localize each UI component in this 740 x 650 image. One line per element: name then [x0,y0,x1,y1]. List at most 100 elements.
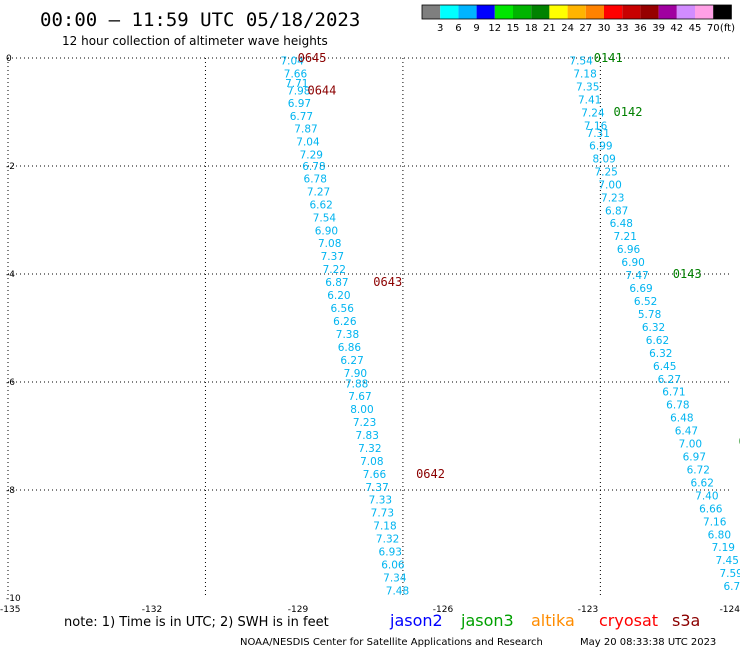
y-tick-label: -2 [6,162,15,172]
wave-height-point: 6.99 [589,140,612,152]
pass-time-label: 0644 [307,83,336,97]
wave-height-point: 7.35 [576,82,599,94]
scale-swatch [494,5,513,19]
wave-height-point: 7.41 [578,95,601,107]
pass-annotations: 064506440643064201410142014301440145 [298,51,740,481]
scale-tick-label: 27 [579,23,592,34]
wave-height-point: 7.23 [601,192,624,204]
wave-height-point: 8.00 [350,404,373,416]
wave-height-point: 6.96 [617,244,641,256]
wave-height-point: 7.47 [625,270,648,282]
wave-height-point: 7.34 [383,572,407,584]
wave-height-point: 6.90 [315,225,338,237]
wave-height-point: 7.24 [581,108,605,120]
wave-height-point: 6.87 [605,205,628,217]
wave-height-point: 6.78 [666,400,689,412]
wave-height-point: 7.88 [345,379,368,391]
wave-height-point: 6.47 [675,426,698,438]
mission-label: altika [531,611,575,630]
scale-tick-label: 21 [543,23,556,34]
mission-label: cryosat [599,611,658,630]
wave-height-point: 6.90 [621,257,644,269]
y-tick-label: 0 [6,54,12,64]
wave-height-point: 6.52 [634,296,657,308]
wave-height-point: 6.62 [309,199,332,211]
wave-height-point: 7.67 [348,391,371,403]
scale-tick-label: 24 [561,23,574,34]
wave-height-point: 7.08 [318,238,341,250]
wave-height-point: 6.32 [642,322,665,334]
pass-time-label: 0144 [739,434,740,448]
wave-height-point: 7.66 [284,69,308,81]
wave-height-point: 7.90 [344,368,367,380]
scale-swatch [640,5,659,19]
scale-tick-label: 70 [707,23,720,34]
wave-height-point: 6.97 [288,98,311,110]
scale-swatch [604,5,623,19]
plot-grid [7,57,732,598]
scale-swatch [440,5,459,19]
scale-tick-label: 45 [689,23,702,34]
wave-height-point: 7.71 [285,78,308,90]
scale-unit: (ft) [720,23,735,34]
x-tick-label: -135 [0,605,20,615]
wave-height-point: 6.62 [691,477,714,489]
wave-height-point: 7.66 [363,469,387,481]
wave-height-point: 6.45 [653,361,676,373]
wave-height-point: 7.16 [584,121,608,133]
wave-height-point: 7.45 [716,555,739,567]
wave-height-point: 7.33 [369,495,392,507]
wave-height-point: 6.48 [670,413,693,425]
wave-height-point: 6.32 [649,348,672,360]
wave-height-point: 7.00 [598,179,621,191]
pass-time-label: 0142 [614,105,643,119]
note-text: note: 1) Time is in UTC; 2) SWH is in fe… [64,615,329,630]
wave-height-point: 6.78 [304,173,327,185]
wave-height-point: 7.16 [703,516,727,528]
chart-subtitle: 12 hour collection of altimeter wave hei… [62,34,328,48]
mission-label: jason2 [389,611,443,630]
pass-time-label: 0141 [594,51,623,65]
x-tick-label: -123 [578,605,598,615]
pass-time-label: 0645 [298,51,327,65]
pass-time-label: 0643 [373,275,402,289]
footer-timestamp: May 20 08:33:38 UTC 2023 [580,637,716,648]
wave-height-point: 6.06 [381,560,405,572]
x-tick-label: -124 [720,605,740,615]
scale-tick-label: 18 [525,23,538,34]
scale-tick-label: 3 [437,23,443,34]
wave-height-point: 7.31 [587,128,610,140]
wave-height-point: 7.48 [386,585,409,597]
scale-tick-label: 6 [455,23,461,34]
wave-height-point: 6.20 [327,290,350,302]
wave-height-point: 7.40 [695,490,718,502]
wave-height-point: 6.77 [723,581,740,593]
wave-height-point: 6.78 [302,161,325,173]
scale-swatch [695,5,714,19]
wave-height-point: 7.37 [321,251,344,263]
scale-swatch [676,5,695,19]
scale-tick-label: 30 [598,23,611,34]
wave-height-point: 7.54 [569,56,593,68]
wave-height-point: 6.87 [325,277,348,289]
scale-swatch [549,5,568,19]
scale-tick-label: 12 [488,23,501,34]
wave-height-point: 7.83 [356,430,379,442]
scale-swatch [531,5,550,19]
scale-tick-label: 36 [634,23,647,34]
pass-time-label: 0642 [416,467,445,481]
x-tick-label: -132 [142,605,162,615]
scale-tick-label: 15 [507,23,520,34]
scale-tick-label: 39 [652,23,665,34]
scale-tick-label: 9 [473,23,479,34]
scale-tick-label: 33 [616,23,629,34]
scale-swatch [585,5,604,19]
wave-height-point: 7.37 [365,482,388,494]
wave-height-point: 7.19 [712,542,735,554]
scale-swatch [713,5,732,19]
wave-height-point: 6.27 [340,355,363,367]
wave-height-point: 7.04 [296,137,320,149]
wave-height-point: 6.72 [687,464,710,476]
wave-height-point: 5.78 [638,309,661,321]
